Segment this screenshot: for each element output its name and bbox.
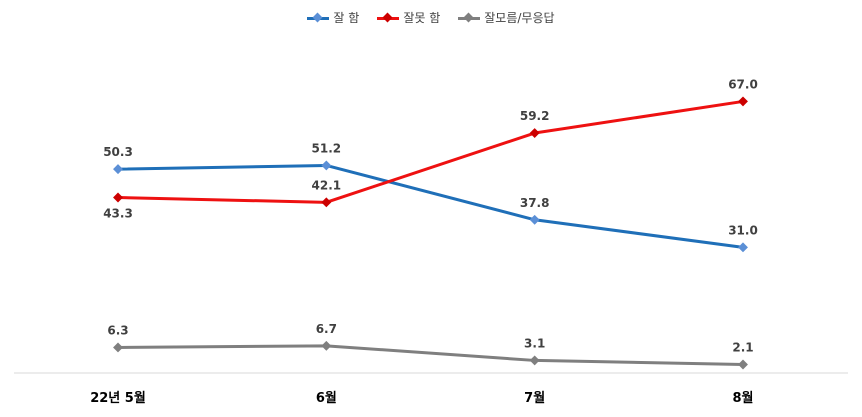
series-0-data-label-3: 31.0 — [728, 223, 758, 237]
x-tick-label-1: 6월 — [316, 390, 337, 406]
series-0-point-0 — [113, 164, 123, 175]
series-1-data-label-3: 67.0 — [728, 77, 758, 91]
series-2-point-1 — [321, 340, 332, 351]
legend-swatch-series-0 — [307, 12, 330, 23]
legend-label-series-0: 잘 함 — [333, 11, 360, 25]
series-0-point-3 — [738, 242, 748, 253]
series-2-data-label-0: 6.3 — [107, 323, 128, 337]
series-line-1 — [117, 99, 744, 204]
series-0-point-1 — [321, 160, 332, 171]
series-1-point-0 — [113, 192, 123, 203]
x-tick-label-0: 22년 5월 — [90, 390, 146, 406]
series-2-data-label-1: 6.7 — [316, 322, 337, 336]
series-1-data-label-2: 59.2 — [520, 109, 550, 123]
series-2-point-0 — [113, 342, 123, 353]
x-tick-label-3: 8월 — [732, 390, 753, 406]
series-2-data-label-3: 2.1 — [732, 340, 753, 354]
chart-legend: 잘 함 잘못 함 잘모름/무응답 — [0, 9, 862, 26]
legend-item-series-1: 잘못 함 — [377, 9, 440, 26]
legend-item-series-0: 잘 함 — [307, 9, 359, 26]
series-0-data-label-0: 50.3 — [103, 145, 133, 159]
series-0-data-label-1: 51.2 — [312, 141, 342, 155]
x-tick-label-2: 7월 — [524, 390, 545, 406]
legend-swatch-series-2 — [458, 12, 481, 23]
series-2-point-3 — [738, 359, 748, 370]
series-line-2 — [117, 344, 744, 366]
series-2-point-2 — [529, 355, 540, 366]
legend-item-series-2: 잘모름/무응답 — [458, 9, 555, 26]
series-1-point-1 — [321, 197, 332, 208]
series-1-point-2 — [529, 128, 540, 138]
series-0-data-label-2: 37.8 — [520, 196, 550, 210]
series-1-data-label-1: 42.1 — [312, 178, 342, 192]
series-line-0 — [117, 163, 744, 249]
legend-label-series-1: 잘못 함 — [403, 11, 441, 25]
legend-swatch-series-1 — [377, 12, 400, 23]
series-0-point-2 — [529, 214, 540, 225]
series-2-data-label-2: 3.1 — [524, 336, 545, 350]
legend-label-series-2: 잘모름/무응답 — [484, 11, 555, 25]
series-1-data-label-0: 43.3 — [103, 206, 133, 220]
series-1-point-3 — [738, 96, 748, 107]
